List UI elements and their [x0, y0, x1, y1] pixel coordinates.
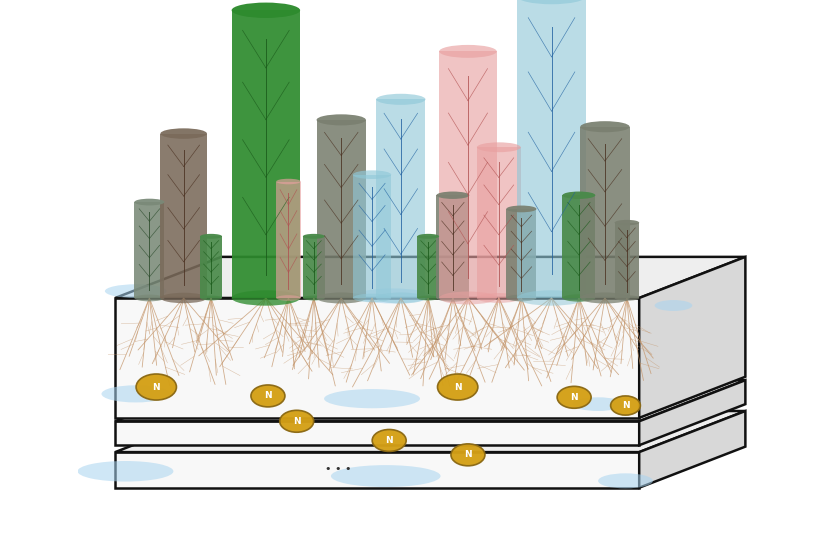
Bar	[134, 202, 165, 298]
Ellipse shape	[317, 115, 366, 125]
Ellipse shape	[417, 295, 439, 300]
Ellipse shape	[134, 199, 165, 206]
Ellipse shape	[136, 374, 176, 400]
Text: N: N	[570, 393, 578, 402]
Ellipse shape	[105, 284, 166, 298]
Ellipse shape	[232, 290, 300, 306]
Bar	[376, 99, 426, 298]
Ellipse shape	[580, 121, 630, 132]
Ellipse shape	[477, 293, 521, 303]
Bar	[200, 236, 222, 298]
Polygon shape	[115, 421, 639, 445]
Polygon shape	[115, 380, 745, 421]
Ellipse shape	[615, 220, 639, 225]
Ellipse shape	[317, 293, 366, 304]
Ellipse shape	[507, 206, 537, 212]
Bar	[437, 195, 470, 298]
Bar	[580, 127, 630, 298]
Text: N: N	[386, 436, 393, 445]
Bar	[507, 209, 537, 298]
Ellipse shape	[251, 385, 285, 407]
Polygon shape	[115, 452, 639, 488]
Ellipse shape	[598, 473, 653, 488]
Ellipse shape	[200, 234, 222, 239]
Ellipse shape	[563, 294, 596, 301]
Ellipse shape	[232, 3, 300, 18]
Ellipse shape	[557, 386, 591, 408]
Ellipse shape	[376, 293, 426, 304]
Ellipse shape	[102, 385, 170, 402]
Polygon shape	[115, 257, 745, 298]
Ellipse shape	[200, 295, 222, 300]
Ellipse shape	[353, 294, 391, 302]
Ellipse shape	[580, 293, 630, 304]
Ellipse shape	[417, 234, 439, 239]
Bar	[160, 134, 207, 298]
Bar	[439, 52, 496, 298]
Polygon shape	[639, 380, 745, 445]
Ellipse shape	[77, 461, 173, 482]
Ellipse shape	[303, 295, 325, 300]
Bar	[477, 147, 521, 298]
Text: N: N	[264, 391, 272, 401]
Ellipse shape	[324, 389, 420, 408]
Ellipse shape	[438, 374, 478, 400]
Ellipse shape	[572, 397, 624, 411]
Ellipse shape	[437, 191, 470, 199]
Ellipse shape	[160, 293, 207, 303]
Text: • • •: • • •	[324, 464, 351, 474]
Bar	[615, 222, 639, 298]
Ellipse shape	[517, 290, 585, 306]
Ellipse shape	[439, 45, 496, 58]
Ellipse shape	[437, 294, 470, 301]
Ellipse shape	[355, 288, 430, 304]
Ellipse shape	[615, 295, 639, 301]
Bar	[517, 0, 585, 298]
Ellipse shape	[517, 0, 585, 4]
Ellipse shape	[276, 295, 301, 301]
Ellipse shape	[563, 191, 596, 199]
Ellipse shape	[303, 234, 325, 239]
Polygon shape	[115, 411, 745, 452]
Ellipse shape	[439, 292, 496, 305]
Ellipse shape	[280, 410, 313, 432]
Ellipse shape	[353, 170, 391, 179]
Bar	[317, 120, 366, 298]
Ellipse shape	[160, 128, 207, 139]
Ellipse shape	[331, 465, 440, 487]
Polygon shape	[639, 411, 745, 488]
Bar	[232, 10, 300, 298]
Bar	[303, 236, 325, 298]
Ellipse shape	[372, 430, 407, 452]
Polygon shape	[115, 298, 639, 418]
Bar	[276, 181, 301, 298]
Ellipse shape	[654, 300, 692, 311]
Text: N: N	[465, 450, 472, 459]
Text: N: N	[454, 383, 461, 391]
Text: N: N	[153, 383, 160, 391]
Bar	[563, 195, 596, 298]
Ellipse shape	[134, 295, 165, 301]
Text: N: N	[293, 417, 301, 426]
Bar	[353, 175, 391, 298]
Ellipse shape	[276, 179, 301, 184]
Ellipse shape	[376, 94, 426, 105]
Ellipse shape	[611, 396, 640, 415]
Ellipse shape	[507, 295, 537, 301]
Text: N: N	[622, 401, 629, 410]
Ellipse shape	[477, 142, 521, 152]
Ellipse shape	[451, 444, 485, 466]
Bar	[417, 236, 439, 298]
Polygon shape	[639, 257, 745, 418]
